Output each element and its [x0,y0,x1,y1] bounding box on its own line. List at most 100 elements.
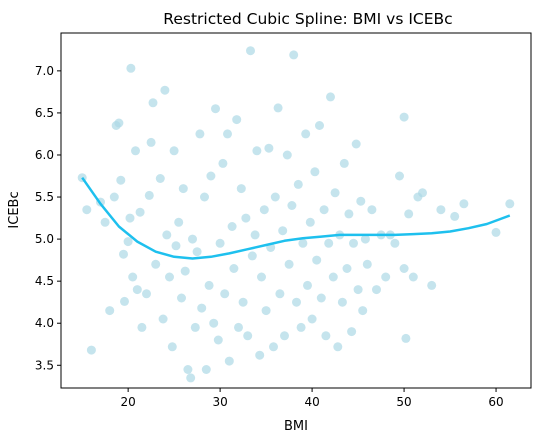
data-point [188,234,197,244]
data-point [169,146,179,156]
data-point [362,259,372,269]
data-point [401,333,411,343]
data-point [162,230,172,240]
data-point [144,190,154,200]
data-point [399,112,409,122]
data-point [372,285,381,295]
data-point [395,171,404,181]
data-point [201,365,211,374]
data-point [250,230,260,240]
data-point [505,199,515,209]
data-point [390,238,400,248]
spline-curve [81,176,511,260]
data-point [151,259,161,269]
data-point [123,237,133,247]
data-point [310,167,320,177]
scatter-points [77,46,515,383]
data-point [436,205,446,215]
data-point [347,327,357,337]
x-axis-ticks: 20 30 40 50 60 [121,388,504,409]
data-point [190,322,200,332]
data-point [353,285,363,295]
y-tick-label: 6.0 [35,148,54,162]
data-point [333,342,343,352]
data-point [243,331,253,341]
data-point [316,293,326,303]
data-point [418,188,427,198]
data-point [220,289,230,299]
data-point [381,272,391,282]
data-point [330,188,340,198]
y-tick-label: 7.0 [35,64,54,78]
data-point [349,238,358,248]
data-point [215,238,225,248]
data-point [135,207,145,217]
data-point [284,259,294,269]
data-point [165,272,174,282]
y-axis-ticks: 3.5 4.0 4.5 5.0 5.5 6.0 6.5 7.0 [35,64,61,372]
data-point [211,104,220,114]
y-tick-label: 4.0 [35,316,54,330]
data-point [200,192,209,202]
data-point [273,103,283,113]
data-point [209,318,219,328]
data-point [321,331,331,341]
data-point [269,342,278,352]
data-point [356,196,366,206]
data-point [337,297,347,307]
plot-area [60,32,532,389]
data-point [278,226,288,236]
data-point [301,129,311,139]
data-point [204,280,214,290]
data-point [339,158,349,168]
data-point [282,150,292,160]
data-point [167,342,177,352]
data-point [148,98,158,108]
data-point [293,179,303,189]
data-point [192,247,202,257]
data-point [280,331,289,341]
data-point [319,205,329,215]
data-point [120,296,129,306]
x-tick-label: 40 [304,395,319,409]
data-point [171,241,181,251]
data-point [218,158,228,168]
data-point [257,272,266,282]
data-point [296,322,306,332]
data-point [247,251,257,261]
data-point [275,289,285,299]
data-point [399,264,409,273]
data-point [146,137,156,147]
data-point [160,85,170,95]
x-tick-label: 30 [212,395,227,409]
data-point [234,322,243,332]
data-point [131,146,140,156]
data-point [227,222,237,231]
data-point [180,266,190,276]
data-point [236,184,246,194]
data-point [158,314,168,324]
data-point [178,184,188,194]
data-point [491,227,501,237]
data-point [232,115,242,125]
data-point [264,143,274,153]
x-tick-label: 60 [488,395,503,409]
data-point [342,264,352,273]
data-point [360,234,370,244]
data-point [132,285,142,295]
data-point [197,303,207,313]
data-point [305,217,315,227]
data-point [174,217,184,227]
data-point [303,280,312,290]
data-point [326,92,335,102]
y-tick-label: 6.5 [35,106,54,120]
chart-title: Restricted Cubic Spline: BMI vs ICEBc [163,10,452,28]
data-point [206,171,216,181]
data-point [109,192,119,202]
y-tick-label: 5.0 [35,232,54,246]
data-point [408,272,418,282]
y-tick-label: 4.5 [35,274,54,288]
data-point [289,50,299,60]
data-point [125,213,135,223]
